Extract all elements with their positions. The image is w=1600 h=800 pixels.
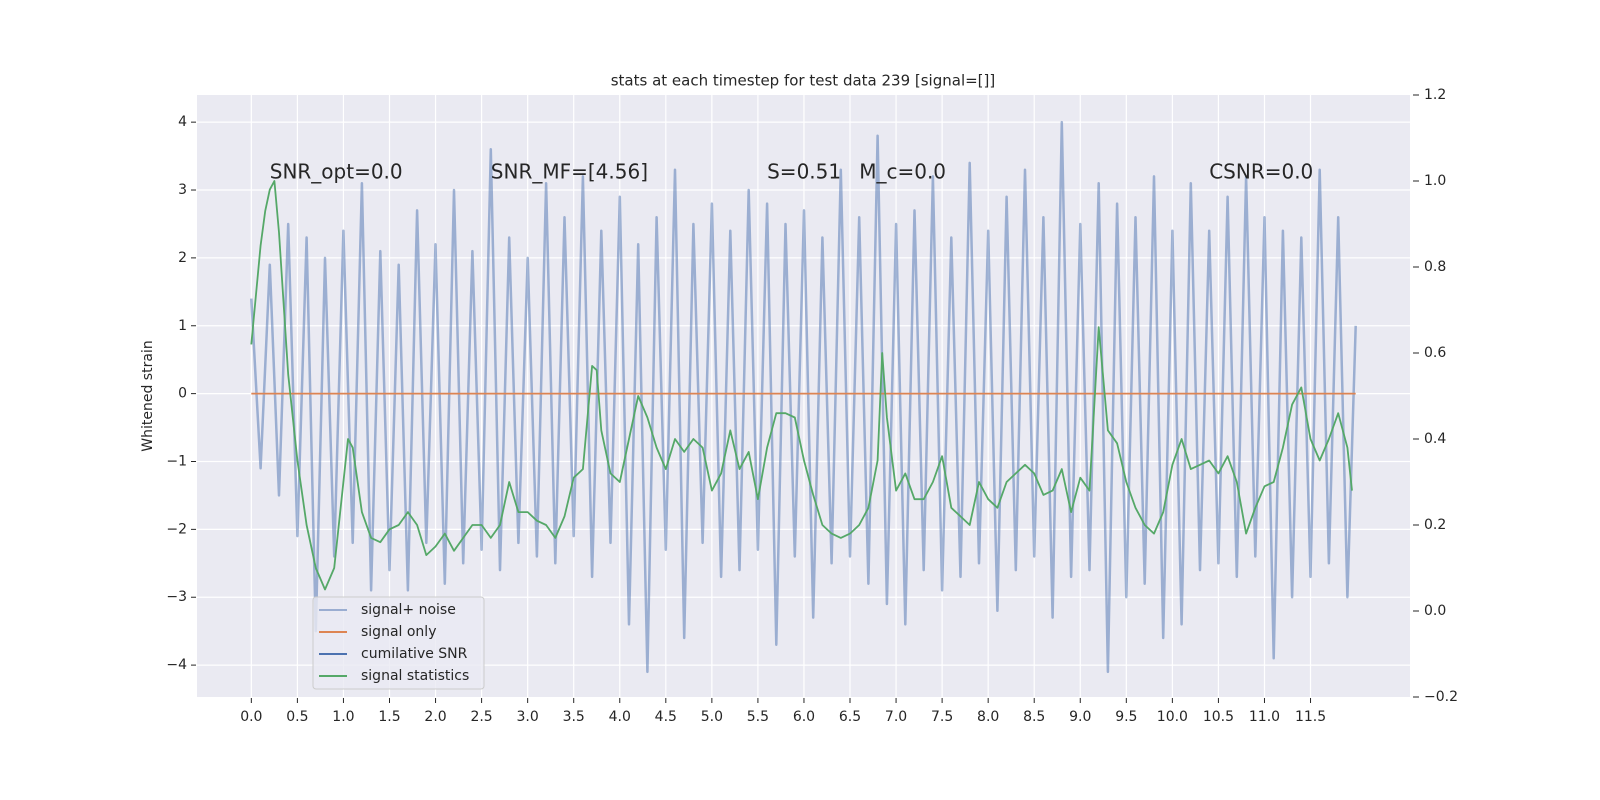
y2-tick-label: 1.0	[1424, 173, 1446, 189]
annotation: SNR_MF=[4.56]	[491, 160, 648, 184]
x-tick-label: 6.0	[793, 709, 815, 725]
x-tick-label: 8.5	[1023, 709, 1045, 725]
y-tick-label: 2	[178, 250, 187, 266]
x-tick-label: 2.5	[470, 709, 492, 725]
x-tick-label: 3.5	[563, 709, 585, 725]
y2-tick-label: 0.8	[1424, 259, 1446, 275]
chart-title: stats at each timestep for test data 239…	[611, 72, 996, 90]
legend: signal+ noise signal only cumilative SNR si…	[312, 596, 485, 690]
annotation: M_c=0.0	[859, 160, 946, 184]
x-tick-label: 0.0	[240, 709, 262, 725]
series-line	[250, 120, 1357, 674]
y2-tick-label: 1.2	[1424, 87, 1446, 103]
y2-tick-label: 0.4	[1424, 431, 1446, 447]
series-line	[250, 180, 1353, 591]
x-tick-label: 0.5	[286, 709, 308, 725]
x-tick-label: 4.0	[609, 709, 631, 725]
y-tick-label: −4	[166, 657, 187, 673]
legend-label: signal+ noise	[361, 602, 456, 618]
x-tick-label: 5.5	[747, 709, 769, 725]
x-tick-label: 4.5	[655, 709, 677, 725]
x-tick-label: 10.5	[1203, 709, 1234, 725]
annotation: SNR_opt=0.0	[270, 160, 403, 184]
legend-label: signal statistics	[361, 668, 469, 684]
x-tick-label: 5.0	[701, 709, 723, 725]
x-tick-label: 6.5	[839, 709, 861, 725]
annotation: CSNR=0.0	[1209, 160, 1313, 184]
x-tick-label: 10.0	[1157, 709, 1188, 725]
x-tick-label: 3.0	[517, 709, 539, 725]
y-tick-label: 1	[178, 318, 187, 334]
x-tick-label: 9.0	[1069, 709, 1091, 725]
y-tick-label: −2	[166, 521, 187, 537]
y2-tick-label: 0.2	[1424, 517, 1446, 533]
legend-label: signal only	[361, 624, 436, 640]
x-tick-label: 8.0	[977, 709, 999, 725]
x-tick-label: 1.5	[378, 709, 400, 725]
y-tick-label: −3	[166, 589, 187, 605]
y-tick-label: 4	[178, 114, 187, 130]
y2-tick-label: 0.6	[1424, 345, 1446, 361]
y2-tick-label: −0.2	[1424, 689, 1458, 705]
legend-box	[312, 596, 485, 690]
annotation: S=0.51	[767, 160, 841, 184]
legend-label: cumilative SNR	[361, 646, 468, 662]
x-tick-label: 7.0	[885, 709, 907, 725]
y-tick-label: −1	[166, 453, 187, 469]
y-tick-label: 3	[178, 182, 187, 198]
x-tick-label: 1.0	[332, 709, 354, 725]
y2-tick-label: 0.0	[1424, 603, 1446, 619]
x-tick-label: 11.0	[1249, 709, 1280, 725]
x-tick-label: 9.5	[1115, 709, 1137, 725]
x-tick-label: 11.5	[1295, 709, 1326, 725]
y-axis-label: Whitened strain	[140, 340, 156, 451]
x-tick-label: 7.5	[931, 709, 953, 725]
x-tick-label: 2.0	[424, 709, 446, 725]
y-tick-label: 0	[178, 386, 187, 402]
